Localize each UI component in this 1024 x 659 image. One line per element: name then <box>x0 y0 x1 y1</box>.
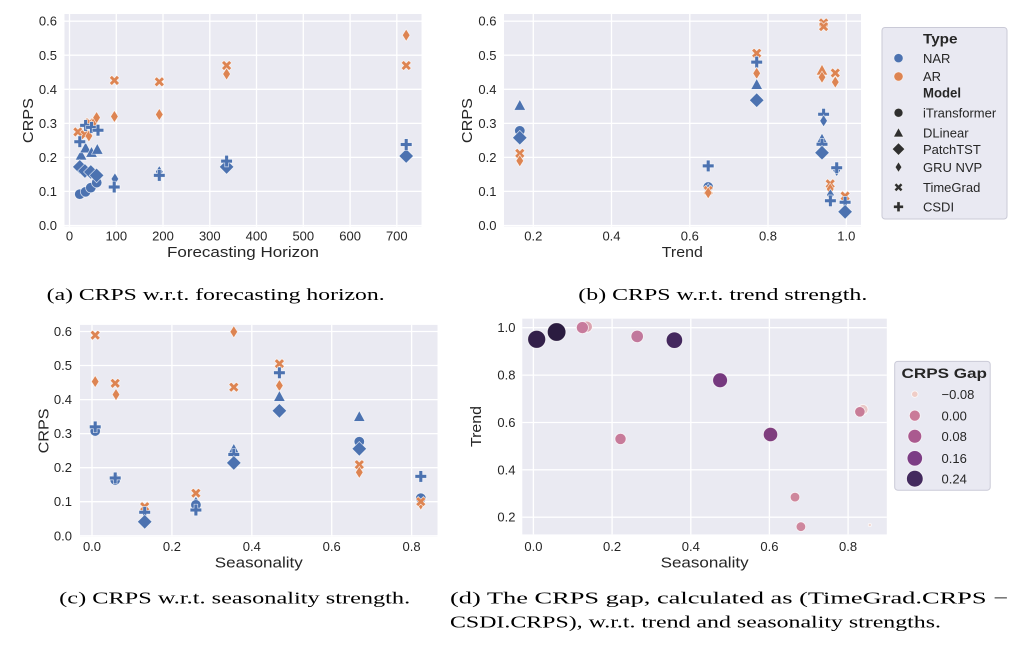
svg-text:Model: Model <box>923 86 961 101</box>
svg-text:CSDI.CRPS), w.r.t. trend and s: CSDI.CRPS), w.r.t. trend and seasonality… <box>450 613 941 632</box>
svg-text:600: 600 <box>339 229 361 244</box>
svg-text:1.0: 1.0 <box>497 320 515 335</box>
svg-text:0.2: 0.2 <box>39 150 57 165</box>
svg-text:PatchTST: PatchTST <box>923 142 981 157</box>
svg-text:Type: Type <box>923 32 958 47</box>
svg-text:DLinear: DLinear <box>923 126 969 141</box>
svg-text:0.5: 0.5 <box>54 358 72 373</box>
svg-text:0.0: 0.0 <box>39 218 57 233</box>
svg-text:0.24: 0.24 <box>942 471 967 486</box>
svg-text:0.16: 0.16 <box>942 451 967 466</box>
svg-text:0.8: 0.8 <box>403 539 421 554</box>
svg-text:Trend: Trend <box>662 245 703 261</box>
svg-text:CSDI: CSDI <box>923 200 954 215</box>
svg-text:0.0: 0.0 <box>478 218 496 233</box>
svg-text:0.3: 0.3 <box>54 426 72 441</box>
svg-text:CRPS: CRPS <box>37 408 53 453</box>
svg-text:0.1: 0.1 <box>39 184 57 199</box>
svg-text:0.0: 0.0 <box>524 539 542 554</box>
svg-text:100: 100 <box>105 229 127 244</box>
svg-text:500: 500 <box>292 229 314 244</box>
svg-text:Forecasting Horizon: Forecasting Horizon <box>167 245 319 261</box>
svg-text:0.6: 0.6 <box>497 415 515 430</box>
svg-text:0.6: 0.6 <box>760 539 778 554</box>
svg-text:0.6: 0.6 <box>478 14 496 29</box>
svg-text:0.4: 0.4 <box>497 462 515 477</box>
svg-text:300: 300 <box>199 229 221 244</box>
svg-text:0.5: 0.5 <box>478 48 496 63</box>
svg-text:0.08: 0.08 <box>942 429 967 444</box>
svg-text:0.1: 0.1 <box>478 184 496 199</box>
svg-text:0.4: 0.4 <box>243 539 261 554</box>
svg-text:0.1: 0.1 <box>54 494 72 509</box>
svg-text:0.2: 0.2 <box>603 539 621 554</box>
svg-text:0.6: 0.6 <box>54 324 72 339</box>
svg-text:0.8: 0.8 <box>497 368 515 383</box>
svg-text:TimeGrad: TimeGrad <box>923 180 980 195</box>
svg-text:0.6: 0.6 <box>323 539 341 554</box>
svg-text:200: 200 <box>152 229 174 244</box>
svg-text:0.6: 0.6 <box>39 14 57 29</box>
svg-text:0.6: 0.6 <box>681 229 699 244</box>
svg-text:0: 0 <box>66 229 73 244</box>
svg-text:0.3: 0.3 <box>478 116 496 131</box>
svg-text:700: 700 <box>386 229 408 244</box>
svg-text:AR: AR <box>923 69 941 84</box>
svg-text:NAR: NAR <box>923 51 950 66</box>
svg-text:0.00: 0.00 <box>942 408 967 423</box>
svg-text:0.2: 0.2 <box>163 539 181 554</box>
svg-text:0.2: 0.2 <box>478 150 496 165</box>
svg-text:0.4: 0.4 <box>478 82 496 97</box>
svg-text:0.4: 0.4 <box>39 82 57 97</box>
svg-text:0.2: 0.2 <box>497 510 515 525</box>
svg-text:0.4: 0.4 <box>682 539 700 554</box>
svg-text:1.0: 1.0 <box>837 229 855 244</box>
svg-text:(a) CRPS w.r.t. forecasting ho: (a) CRPS w.r.t. forecasting horizon. <box>47 285 385 304</box>
svg-text:400: 400 <box>246 229 268 244</box>
svg-text:CRPS: CRPS <box>460 98 476 143</box>
svg-text:0.4: 0.4 <box>602 229 620 244</box>
svg-text:0.2: 0.2 <box>524 229 542 244</box>
svg-text:GRU NVP: GRU NVP <box>923 160 982 175</box>
svg-text:0.4: 0.4 <box>54 392 72 407</box>
svg-text:0.2: 0.2 <box>54 460 72 475</box>
svg-text:iTransformer: iTransformer <box>923 106 997 121</box>
svg-text:(d) The CRPS gap, calculated a: (d) The CRPS gap, calculated as (TimeGra… <box>450 589 1008 608</box>
svg-text:0.8: 0.8 <box>759 229 777 244</box>
svg-text:−0.08: −0.08 <box>942 387 975 402</box>
svg-text:0.0: 0.0 <box>83 539 101 554</box>
svg-text:0.8: 0.8 <box>839 539 857 554</box>
svg-text:Seasonality: Seasonality <box>661 556 750 572</box>
svg-text:(c) CRPS w.r.t. seasonality st: (c) CRPS w.r.t. seasonality strength. <box>59 589 410 608</box>
svg-text:0.0: 0.0 <box>54 528 72 543</box>
svg-text:Seasonality: Seasonality <box>215 556 304 572</box>
svg-text:(b) CRPS w.r.t. trend strength: (b) CRPS w.r.t. trend strength. <box>578 285 867 304</box>
svg-text:CRPS: CRPS <box>21 98 37 143</box>
svg-text:0.5: 0.5 <box>39 48 57 63</box>
svg-text:CRPS Gap: CRPS Gap <box>902 366 988 381</box>
svg-text:Trend: Trend <box>469 406 485 447</box>
svg-text:0.3: 0.3 <box>39 116 57 131</box>
